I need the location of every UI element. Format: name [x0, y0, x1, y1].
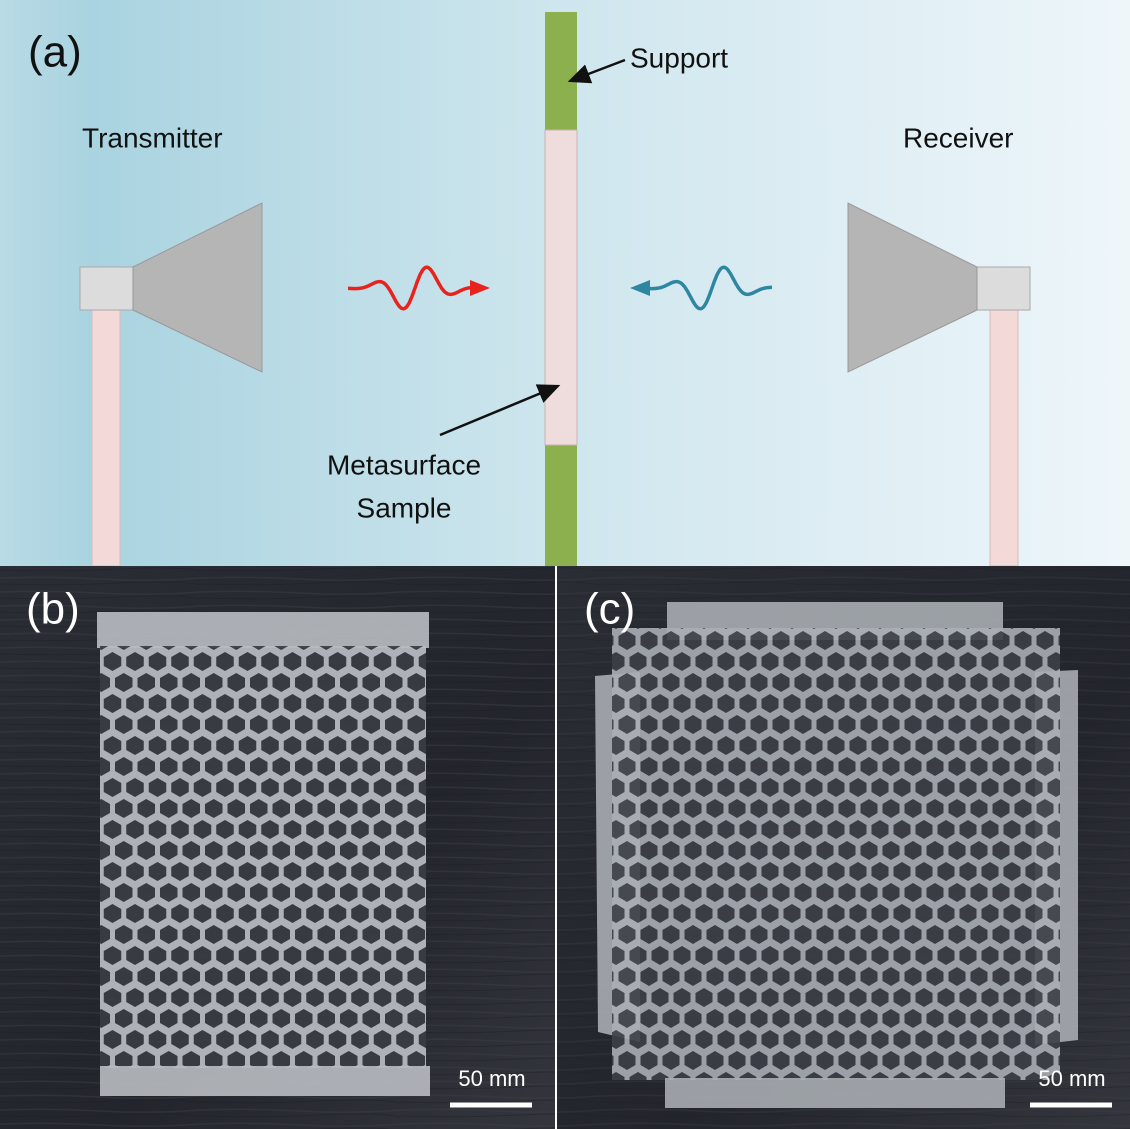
support-label: Support — [630, 42, 728, 73]
transmitter-label: Transmitter — [82, 122, 223, 153]
sample-label: Sample — [357, 492, 452, 523]
metasurface-sample — [545, 130, 577, 445]
figure: (a) Transmitter Receiver Support Metasur… — [0, 0, 1130, 1129]
sheet-strip — [97, 612, 429, 648]
panel-a: (a) Transmitter Receiver Support Metasur… — [0, 0, 1130, 566]
panel-c: (c) 50 mm — [557, 566, 1130, 1129]
transmitter-box — [80, 267, 133, 310]
panel-label: (a) — [28, 28, 82, 77]
metasurface-sheet — [100, 646, 426, 1068]
sheet-strip — [665, 1078, 1005, 1108]
metasurface-sheet — [612, 628, 1060, 1080]
sample-label: Metasurface — [327, 449, 481, 480]
panel-b: (b) 50 mm — [0, 566, 555, 1129]
panel-label: (c) — [584, 585, 635, 634]
receiver-box — [977, 267, 1030, 310]
scale-bar-label: 50 mm — [458, 1066, 525, 1091]
receiver-label: Receiver — [903, 122, 1013, 153]
panel-label: (b) — [26, 585, 80, 634]
receiver-stand — [990, 310, 1018, 566]
sheet-strip — [100, 1066, 430, 1096]
scale-bar-label: 50 mm — [1038, 1066, 1105, 1091]
transmitter-stand — [92, 310, 120, 566]
